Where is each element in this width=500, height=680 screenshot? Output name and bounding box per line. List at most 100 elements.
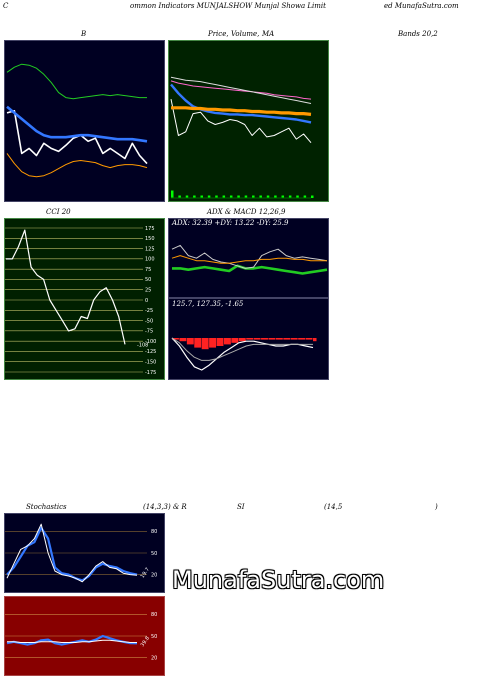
macd-histogram-bar	[216, 338, 224, 346]
price-ma-series-line	[170, 76, 312, 104]
macd-values-label: 125.7, 127.35, -1.65	[172, 300, 244, 308]
cci-tick-label: 175	[145, 226, 155, 232]
price-ma-series-line	[170, 99, 312, 144]
cci-tick-label: -125	[145, 349, 156, 355]
cci-last-value: -108	[137, 342, 148, 348]
cci-tick-label: -50	[145, 318, 153, 324]
cci-line	[6, 229, 126, 345]
macd-chart	[168, 298, 329, 380]
osc-tick-label: 80	[151, 529, 157, 535]
volume-bar	[244, 195, 248, 198]
adx-series-line	[171, 255, 327, 264]
macd-histogram-bar	[313, 338, 317, 342]
cci-tick-label: -100	[145, 339, 156, 345]
macd-histogram-bar	[201, 338, 209, 350]
stoch-title: Stochastics	[26, 503, 67, 511]
adx-series-line	[172, 264, 328, 275]
header-source: ed MunafaSutra.com	[384, 2, 459, 10]
cci-tick-label: 75	[145, 267, 151, 273]
watermark: MunafaSutra.com	[172, 566, 385, 594]
price-ma-series-line	[170, 83, 312, 124]
osc-tick-label: 20	[151, 572, 157, 578]
header-c: C	[3, 2, 9, 10]
volume-bar	[200, 195, 203, 198]
bollinger-series-line	[6, 153, 148, 178]
adx-values-label: ADX: 32.39 +DY: 13.22 -DY: 25.9	[172, 219, 289, 227]
osc-tick-label: 50	[151, 634, 157, 640]
cci-tick-label: 100	[145, 257, 155, 263]
bands-title: Bands 20,2	[398, 30, 438, 38]
volume-bar	[288, 195, 292, 198]
adx-chart	[168, 218, 329, 298]
volume-bar	[215, 195, 218, 198]
osc-last-value: 19.7	[140, 567, 151, 580]
volume-bar	[281, 195, 285, 198]
price-title: Price,	[208, 30, 229, 38]
volume-bar	[252, 195, 255, 198]
volume-title: Volume,	[231, 30, 260, 38]
macd-histogram-bar	[194, 338, 202, 348]
volume-bar	[178, 195, 181, 198]
cci-tick-label: 0	[145, 298, 148, 304]
volume-bar	[274, 195, 277, 198]
panel-background	[4, 218, 165, 380]
cci-tick-label: -25	[145, 308, 153, 314]
osc-tick-label: 80	[151, 612, 157, 618]
price-volume-chart	[168, 40, 329, 202]
macd-histogram-bar	[261, 338, 268, 340]
macd-histogram-bar	[209, 338, 217, 348]
volume-bar	[207, 195, 211, 198]
adx-macd-title: ADX & MACD 12,26,9	[207, 208, 286, 216]
volume-bar	[259, 195, 262, 198]
macd-histogram-bar	[186, 338, 194, 345]
osc-last-value: 39.8	[140, 636, 151, 649]
macd-histogram-bar	[290, 338, 298, 340]
rsi-title: SI	[237, 503, 245, 511]
cci-tick-label: -150	[145, 360, 156, 366]
rsi-close-paren: )	[435, 503, 438, 511]
cci-tick-label: -75	[145, 329, 153, 335]
macd-histogram-bar	[231, 338, 239, 343]
osc-series-line	[7, 639, 137, 643]
price-ma-series-line	[170, 80, 312, 100]
volume-bar	[222, 195, 226, 198]
macd-histogram-bar	[223, 338, 231, 345]
cci-tick-label: 50	[145, 277, 151, 283]
volume-bar	[296, 195, 299, 198]
bollinger-chart	[4, 40, 165, 202]
header-title: ommon Indicators MUNJALSHOW Munjal Showa…	[130, 2, 326, 10]
macd-histogram-bar	[238, 338, 246, 342]
volume-bar	[311, 195, 314, 198]
macd-histogram-bar	[268, 338, 276, 340]
osc-tick-label: 50	[151, 551, 157, 557]
macd-histogram-bar	[305, 338, 313, 340]
macd-histogram-bar	[172, 338, 179, 340]
volume-bar	[237, 195, 240, 198]
macd-histogram-bar	[283, 338, 291, 340]
cci-title: CCI 20	[46, 208, 71, 216]
osc-series-line	[6, 523, 138, 583]
adx-series-line	[171, 244, 328, 269]
cci-tick-label: 125	[145, 246, 155, 252]
osc-tick-label: 20	[151, 655, 157, 661]
volume-bar	[266, 195, 270, 198]
macd-histogram-bar	[275, 338, 283, 340]
macd-histogram-bar	[246, 338, 254, 340]
volume-bar	[193, 195, 196, 198]
volume-bar	[229, 195, 233, 198]
bollinger-series-line	[6, 63, 147, 100]
cci-tick-label: 150	[145, 236, 155, 242]
bollinger-title: B	[81, 30, 87, 38]
volume-bar	[185, 195, 189, 198]
macd-histogram-bar	[179, 338, 187, 342]
volume-bar	[303, 195, 307, 198]
volume-bar	[171, 190, 174, 198]
stoch-params: (14,3,3) & R	[143, 503, 187, 511]
macd-histogram-bar	[253, 338, 261, 340]
ma-title: MA	[262, 30, 275, 38]
cci-tick-label: -175	[145, 370, 156, 376]
panel-background	[4, 40, 165, 202]
cci-chart: 175 150 125 100 75 50 25 0 -25 -50 -75 -100 -125 -150…	[4, 218, 165, 380]
